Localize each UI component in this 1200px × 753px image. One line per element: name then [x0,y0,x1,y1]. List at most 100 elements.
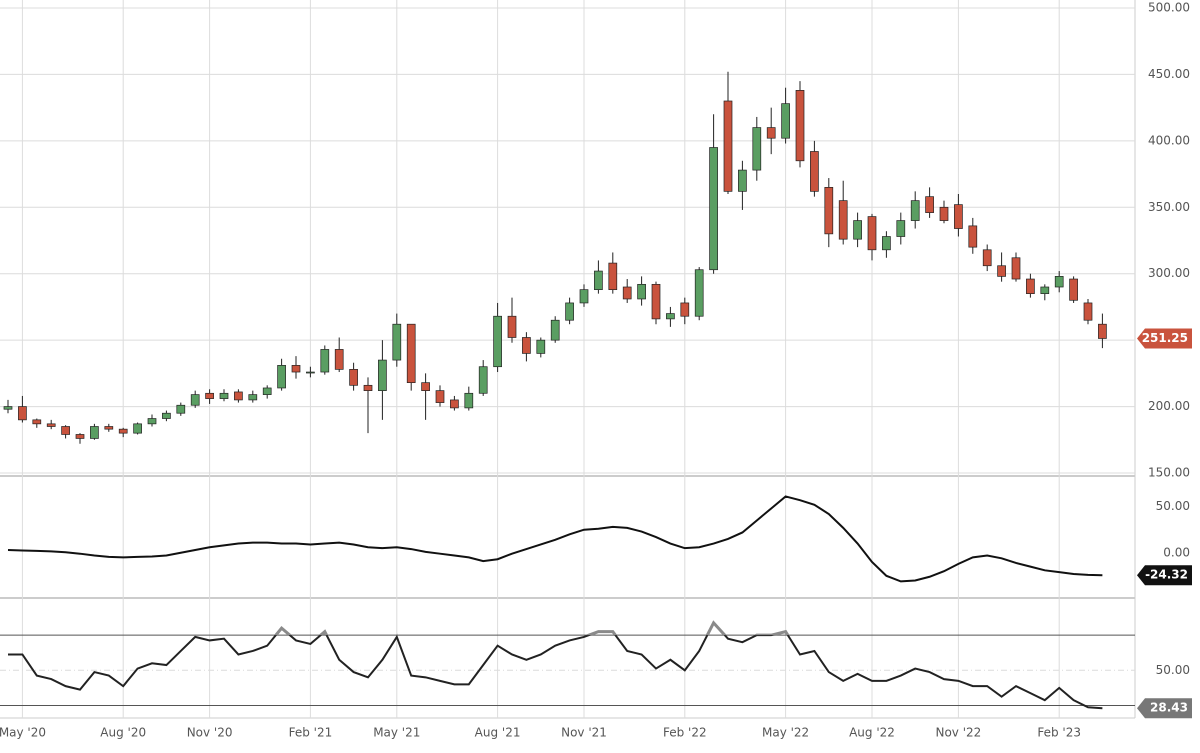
candle-body [1069,278,1078,301]
y-tick-label: 200.00 [1148,399,1190,413]
candle-body [968,225,978,248]
y-tick-label: 400.00 [1148,133,1190,147]
candle-body [32,419,42,425]
candle-body [853,220,862,240]
candle-body [61,426,70,435]
indicator-line [8,621,1103,710]
candle-body [594,270,603,291]
candle-body [349,369,358,386]
candle-body [234,391,243,401]
candle-body [1083,302,1093,321]
candle-body [939,206,949,221]
candle-body [133,423,142,434]
candle-body [838,200,848,240]
candle-body [291,365,301,373]
candle-body [522,337,531,354]
candle-body [651,283,661,320]
candle-body [248,394,258,401]
candle-body [406,323,416,384]
price-tag-label: 251.25 [1142,331,1188,345]
indicator-line [7,495,1103,583]
candle-body [709,147,718,271]
candle-body [666,313,675,320]
candle-body [363,384,373,391]
price-tag [1137,698,1192,719]
candle-body [464,392,474,409]
x-tick-label: Nov '20 [187,726,233,740]
candle-body [378,359,387,391]
candle-body [118,428,128,434]
candle-body [824,187,834,235]
x-tick-label: May '21 [373,726,420,740]
candle-body [205,392,214,399]
price-tag [1137,565,1192,586]
candle-body [982,249,992,267]
candle-body [752,127,762,171]
x-tick-label: May '22 [762,726,809,740]
x-tick-label: Aug '22 [849,726,895,740]
candle-body [810,151,819,192]
candle-body [637,283,646,300]
x-tick-label: Aug '20 [100,726,146,740]
candle-body [46,423,56,427]
y-tick-label: 50.00 [1156,499,1190,513]
y-tick-label: 450.00 [1148,67,1190,81]
candle-body [565,302,574,321]
candle-body [75,434,85,439]
candle-body [622,286,632,300]
candle-body [1098,323,1107,339]
x-tick-label: Feb '21 [289,726,333,740]
candle-body [1040,286,1050,294]
candle-body [997,265,1006,277]
candle-body [104,426,114,430]
candle-body [162,412,171,419]
price-tag [1137,328,1192,349]
price-tag-label: -24.32 [1145,568,1188,582]
candle-body [176,404,186,414]
candle-body [18,406,27,421]
candle-body [334,349,344,370]
x-tick-label: Aug '21 [475,726,521,740]
candle-body [320,349,330,373]
x-tick-label: Nov '21 [561,726,607,740]
candle-body [1026,278,1035,294]
candle-body [738,169,747,192]
candle-body [579,289,589,304]
candle-body [766,127,776,139]
price-tag-label: 28.43 [1150,701,1188,715]
candle-body [493,315,502,368]
candle-body [3,406,13,410]
candle-body [867,216,877,251]
candle-body [219,392,229,399]
candle-body [723,100,733,192]
candle-body [536,339,546,354]
candle-body [90,426,99,439]
candle-body [421,382,430,391]
candle-body [896,220,906,237]
y-tick-label: 300.00 [1148,266,1190,280]
candle-body [190,394,200,406]
x-tick-label: Nov '22 [935,726,981,740]
candle-body [277,365,286,389]
candle-body [478,366,488,394]
candle-body [1011,257,1021,280]
x-tick-label: May '20 [0,726,46,740]
candle-body [882,236,891,251]
candle-body [910,200,920,221]
y-tick-label: 350.00 [1148,200,1190,214]
candle-body [507,315,517,338]
candle-body [1054,276,1064,288]
candle-body [392,323,402,361]
candle-body [147,418,157,425]
candle-body [795,90,805,162]
y-tick-label: 150.00 [1148,466,1190,480]
candle-body [435,390,445,403]
y-tick-label: 50.00 [1156,663,1190,677]
candle-body [781,103,790,139]
candle-body [925,196,934,213]
y-tick-label: 0.00 [1163,545,1190,559]
y-tick-label: 500.00 [1148,1,1190,15]
candle-body [680,302,690,317]
candle-body [550,319,560,341]
